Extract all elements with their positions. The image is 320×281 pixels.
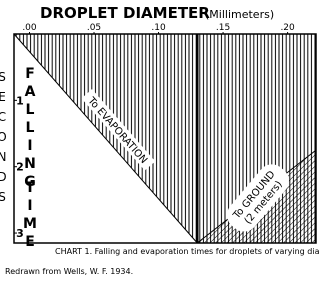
x-tick-label: .20	[280, 23, 295, 33]
inner-label: TIME	[22, 180, 38, 252]
x-tick-label: .05	[87, 23, 101, 33]
x-tick-label: .00	[22, 23, 37, 33]
y-tick-label: 3	[16, 227, 24, 240]
x-unit: (Millimeters)	[205, 8, 274, 21]
inner-label: FALLING	[22, 66, 38, 192]
x-tick-label: .15	[216, 23, 230, 33]
y-tick-label: 2	[16, 161, 24, 174]
plot	[13, 33, 317, 244]
chart-title: DROPLET DIAMETER	[40, 4, 210, 22]
x-tick-label: .10	[151, 23, 166, 33]
label-bg	[81, 89, 156, 171]
y-label: SECONDS	[0, 70, 9, 210]
y-tick-label: 1	[16, 94, 24, 107]
plot-frame	[13, 33, 317, 244]
boundary-line	[13, 33, 198, 244]
label-bg	[227, 164, 289, 232]
source: Redrawn from Wells, W. F. 1934.	[5, 267, 133, 276]
caption: CHART 1. Falling and evaporation times f…	[55, 247, 320, 256]
